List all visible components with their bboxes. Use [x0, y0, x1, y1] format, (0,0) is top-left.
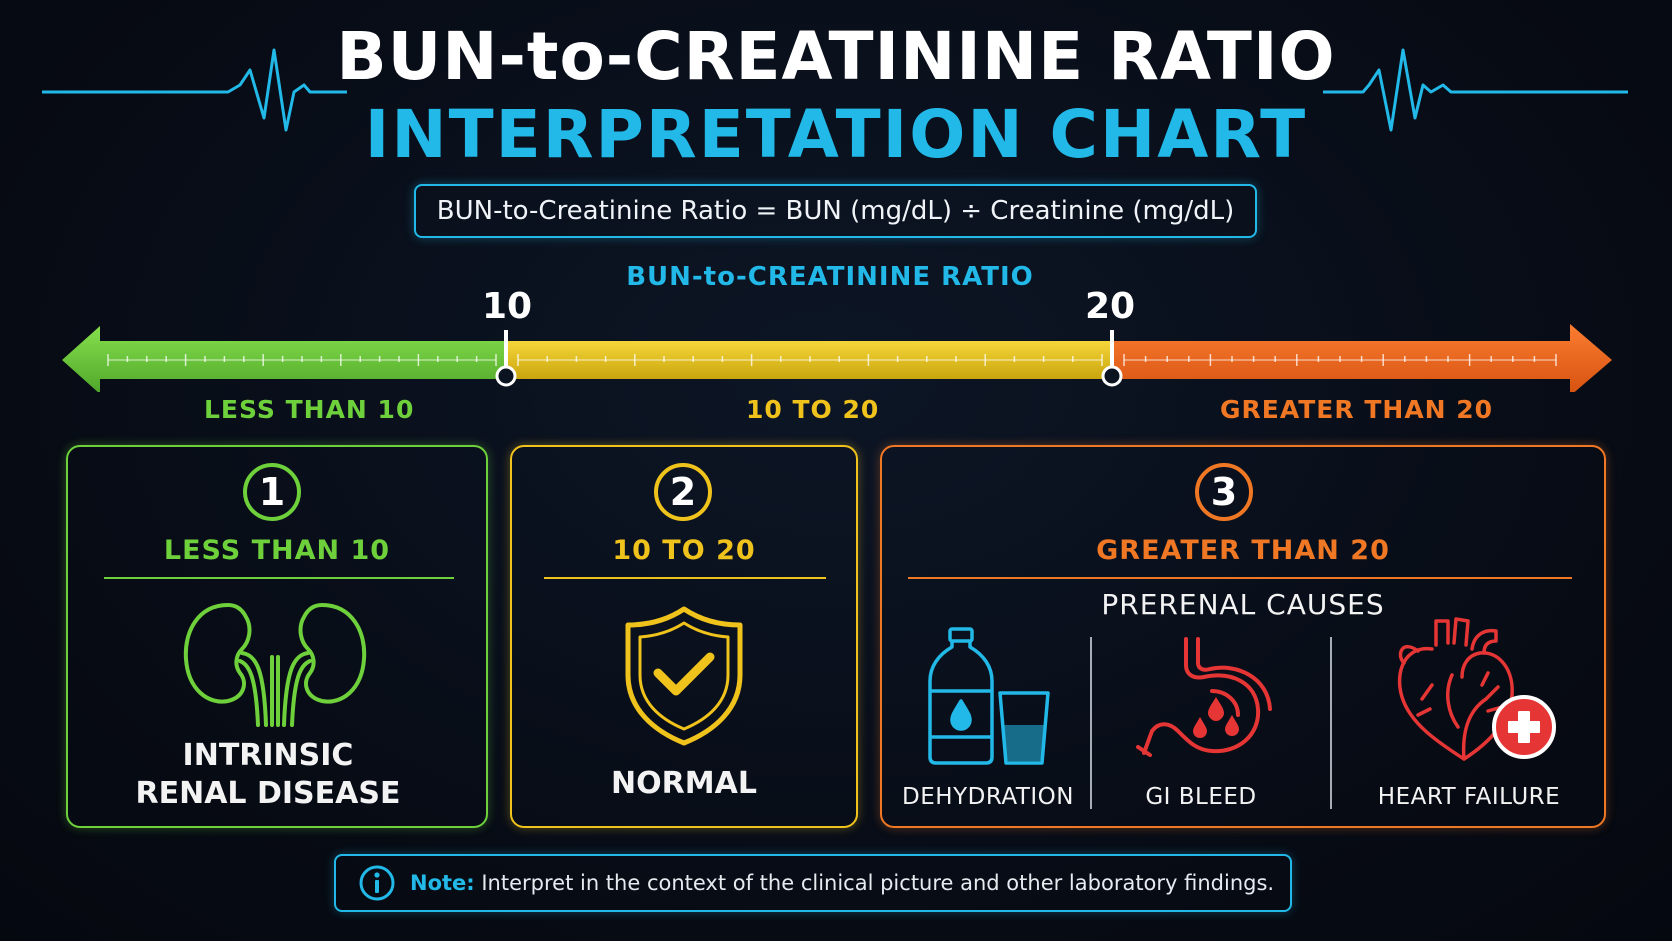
page-title: BUN-to-CREATININE RATIO — [336, 18, 1336, 95]
marker-20-label: 20 — [1085, 286, 1136, 327]
cause-label-heart-failure: HEART FAILURE — [1377, 784, 1561, 810]
cause-label-dehydration: DEHYDRATION — [902, 784, 1074, 810]
marker-10-label: 10 — [482, 286, 533, 327]
scale-green-segment — [62, 326, 506, 392]
card-range-label: 10 TO 20 — [612, 535, 756, 566]
card-diagnosis-line2: RENAL DISEASE — [135, 776, 401, 811]
kidneys-icon — [183, 603, 367, 727]
card-divider — [908, 577, 1572, 579]
range-label-high: GREATER THAN 20 — [1220, 395, 1494, 424]
cause-divider — [1090, 637, 1092, 809]
prerenal-causes-title: PRERENAL CAUSES — [1101, 588, 1385, 621]
card-less-than-10: 1 LESS THAN 10 INTRINSIC RENAL DISEASE — [66, 445, 488, 828]
marker-10-dot — [495, 365, 517, 387]
formula-text: BUN-to-Creatinine Ratio = BUN (mg/dL) ÷ … — [436, 196, 1235, 226]
card-number-2: 2 — [654, 463, 712, 521]
note-box: Note: Interpret in the context of the cl… — [334, 854, 1292, 912]
note-label: Note: — [410, 871, 475, 895]
card-divider — [104, 577, 454, 579]
card-diagnosis-line1: INTRINSIC — [182, 738, 354, 773]
range-label-normal: 10 TO 20 — [746, 395, 880, 424]
card-number-1: 1 — [243, 463, 301, 521]
ecg-left-icon — [42, 48, 347, 132]
note-body: Interpret in the context of the clinical… — [474, 871, 1275, 895]
scale-title: BUN-to-CREATININE RATIO — [626, 262, 1034, 292]
ratio-scale-bar — [62, 324, 1612, 392]
card-number-3: 3 — [1195, 463, 1253, 521]
water-bottle-glass-icon — [928, 627, 1050, 765]
card-range-label: LESS THAN 10 — [163, 535, 391, 566]
stomach-bleed-icon — [1136, 637, 1272, 757]
marker-20-dot — [1101, 365, 1123, 387]
formula-box: BUN-to-Creatinine Ratio = BUN (mg/dL) ÷ … — [414, 184, 1257, 238]
shield-check-icon — [625, 606, 743, 746]
ecg-right-icon — [1323, 48, 1628, 132]
cause-label-gi-bleed: GI BLEED — [1145, 784, 1257, 810]
card-diagnosis: NORMAL — [611, 766, 757, 801]
card-greater-than-20: 3 GREATER THAN 20 PRERENAL CAUSES DEHYDR… — [880, 445, 1606, 828]
range-label-low: LESS THAN 10 — [204, 395, 415, 424]
card-10-to-20: 2 10 TO 20 NORMAL — [510, 445, 858, 828]
cause-divider — [1330, 637, 1332, 809]
card-divider — [544, 577, 826, 579]
card-range-label: GREATER THAN 20 — [1096, 535, 1390, 566]
heart-medical-icon — [1397, 617, 1556, 761]
note-text: Note: Interpret in the context of the cl… — [410, 871, 1274, 895]
info-icon — [359, 865, 395, 901]
page-subtitle: INTERPRETATION CHART — [364, 96, 1308, 173]
